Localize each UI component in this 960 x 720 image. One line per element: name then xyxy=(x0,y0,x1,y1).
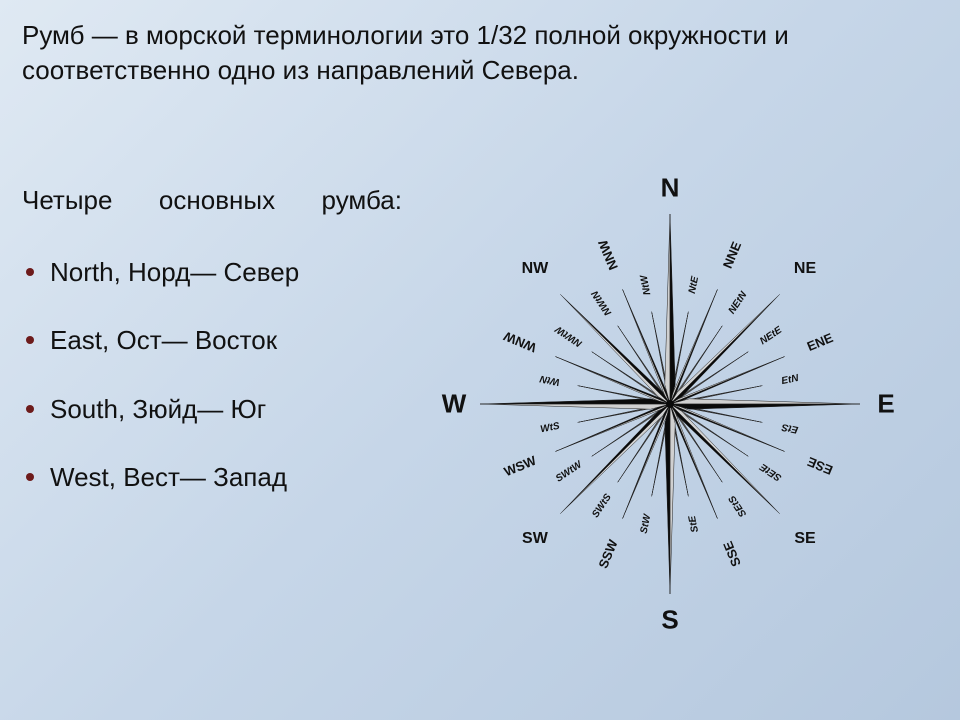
compass-label: SW xyxy=(522,530,548,548)
compass-rose: NESWNESESWNWNNEENEESESSESSWWSWWNWNNWNtEN… xyxy=(410,144,930,664)
compass-label: S xyxy=(661,605,678,636)
list-item: North, Норд— Север xyxy=(50,256,402,289)
subheading: Четыре основных румба: xyxy=(22,184,402,218)
compass-label: W xyxy=(442,389,467,420)
text-column: Четыре основных румба: North, Норд— Севе… xyxy=(22,124,402,530)
compass-label: NW xyxy=(522,260,549,278)
list-item: West, Вест— Запад xyxy=(50,461,402,494)
compass-label: SE xyxy=(794,530,815,548)
compass-label: N xyxy=(661,173,680,204)
slide-title: Румб — в морской терминологии это 1/32 п… xyxy=(22,18,922,88)
compass-label: E xyxy=(877,389,894,420)
bullet-list: North, Норд— Север East, Ост— Восток Sou… xyxy=(22,256,402,494)
list-item: South, Зюйд— Юг xyxy=(50,393,402,426)
slide: Румб — в морской терминологии это 1/32 п… xyxy=(0,0,960,720)
list-item: East, Ост— Восток xyxy=(50,324,402,357)
compass-column: NESWNESESWNWNNEENEESESSESSWWSWWNWNNWNtEN… xyxy=(402,124,938,684)
compass-label: NE xyxy=(794,260,816,278)
slide-body: Четыре основных румба: North, Норд— Севе… xyxy=(22,124,938,684)
